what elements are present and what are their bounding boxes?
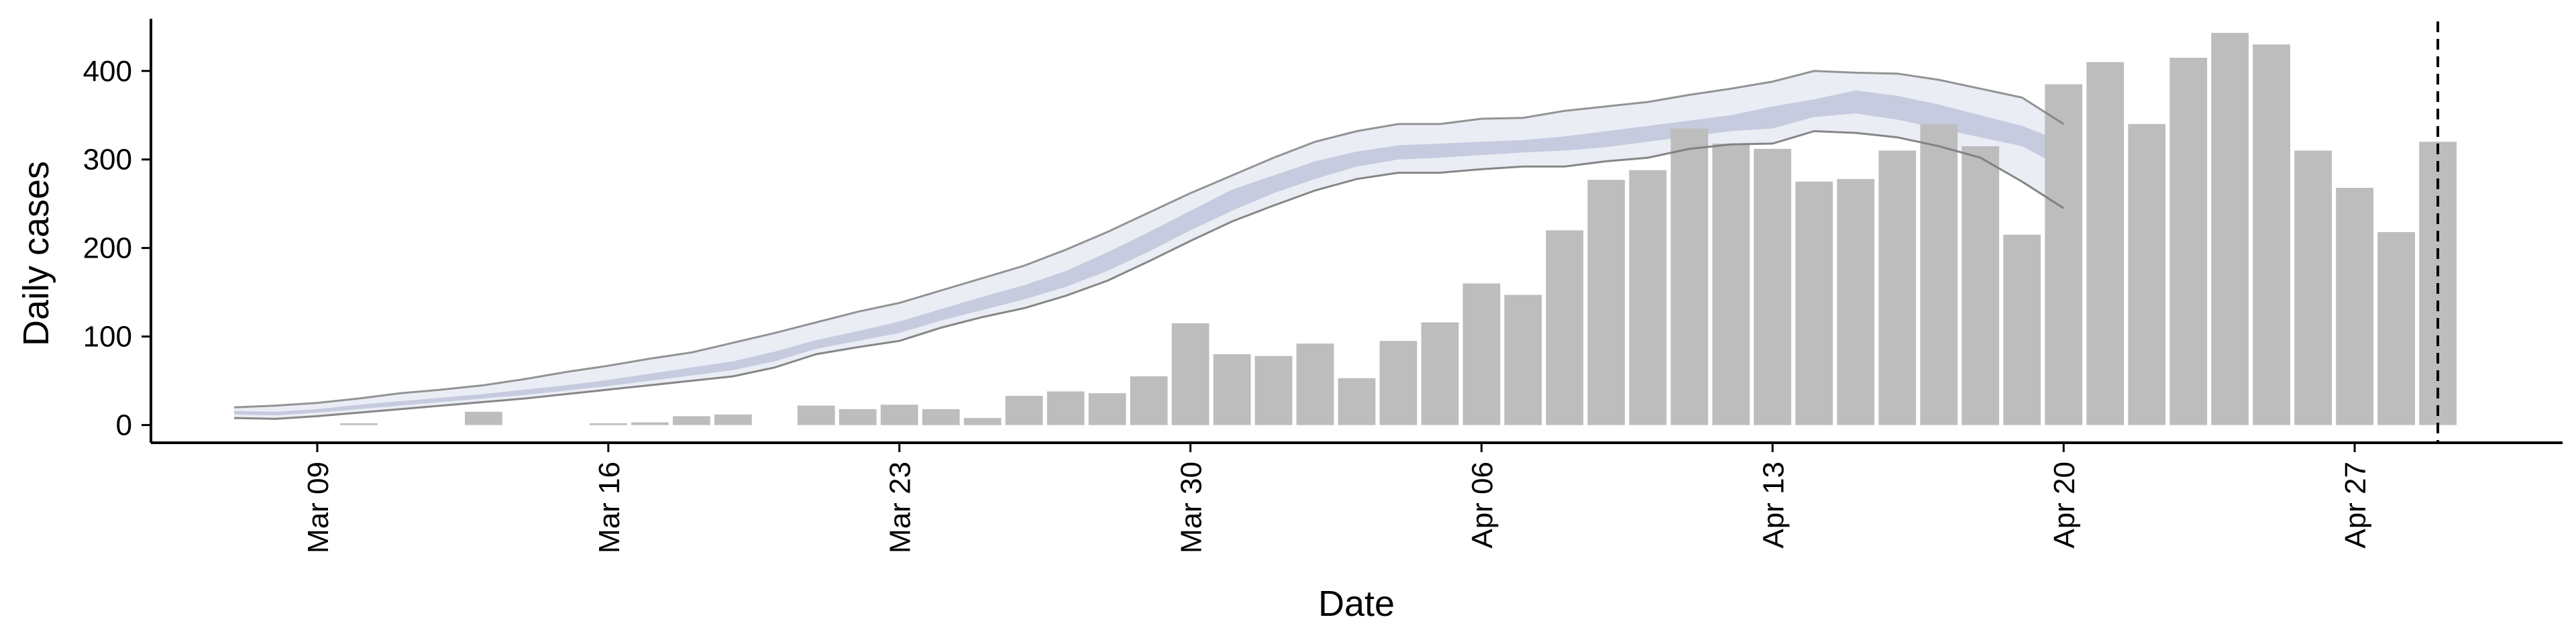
- bar: [963, 418, 1002, 425]
- bar: [465, 411, 502, 425]
- bar: [631, 422, 669, 425]
- bar: [2045, 84, 2083, 425]
- bar: [714, 414, 752, 425]
- bar: [1379, 341, 1417, 425]
- x-tick-label: Apr 20: [2048, 462, 2081, 549]
- bar: [589, 423, 627, 425]
- bar: [1546, 230, 1584, 425]
- bar: [1670, 128, 1709, 425]
- bar: [1338, 378, 1376, 425]
- bar: [1837, 178, 1875, 425]
- y-tick-label: 200: [83, 232, 132, 265]
- y-tick-label: 0: [116, 409, 132, 442]
- bar: [1712, 144, 1750, 425]
- bar: [1296, 343, 1334, 425]
- bar: [922, 409, 960, 425]
- bar-layer: [233, 33, 2457, 425]
- bar: [1878, 150, 1917, 425]
- x-tick-label: Mar 16: [593, 462, 626, 553]
- bar: [839, 409, 877, 425]
- bar: [1587, 180, 1625, 425]
- y-axis-title: Daily cases: [16, 161, 56, 346]
- bar: [1005, 396, 1043, 425]
- x-tick-label: Mar 23: [884, 462, 917, 553]
- bar: [1962, 146, 2000, 425]
- bar: [2336, 188, 2373, 425]
- x-tick-label: Mar 30: [1175, 462, 1208, 553]
- bar: [2128, 123, 2166, 425]
- bar: [2294, 150, 2332, 425]
- bar: [1462, 283, 1501, 425]
- x-tick-label: Mar 09: [302, 462, 335, 553]
- bar: [1795, 181, 1833, 425]
- bar: [797, 405, 835, 425]
- bar: [1088, 393, 1126, 425]
- bar: [1754, 148, 1792, 425]
- x-tick-label: Apr 27: [2339, 462, 2372, 549]
- x-tick-label: Apr 06: [1466, 462, 1499, 549]
- bar: [1421, 322, 1459, 425]
- bar: [1629, 170, 1667, 425]
- bar: [2253, 44, 2290, 425]
- x-tick-label: Apr 13: [1757, 462, 1790, 549]
- forecast-band-layer: [234, 70, 2064, 419]
- bar: [1504, 294, 1542, 425]
- y-tick-label: 400: [83, 55, 132, 88]
- y-tick-label: 100: [83, 321, 132, 354]
- bar: [2377, 231, 2415, 425]
- band-lower-line: [233, 129, 2065, 420]
- x-axis-title: Date: [1318, 584, 1395, 624]
- bar: [1130, 376, 1168, 425]
- bar: [2086, 62, 2125, 425]
- bar: [340, 423, 378, 425]
- axis-layer: [142, 19, 2563, 452]
- bar: [1171, 323, 1210, 425]
- bar: [672, 416, 710, 425]
- bar: [2169, 58, 2208, 425]
- bar: [1046, 391, 1085, 425]
- bar: [880, 405, 918, 425]
- y-tick-label: 300: [83, 144, 132, 176]
- bar: [1213, 354, 1251, 425]
- bar: [1254, 356, 1293, 425]
- bar: [1920, 123, 1958, 425]
- bar: [2211, 33, 2249, 425]
- bar: [2003, 234, 2041, 425]
- band-upper-line: [233, 70, 2065, 409]
- label-layer: 0 100 200 300 400 Mar 09 Mar 16 Mar 23 Mar 30 Apr…: [83, 55, 2373, 553]
